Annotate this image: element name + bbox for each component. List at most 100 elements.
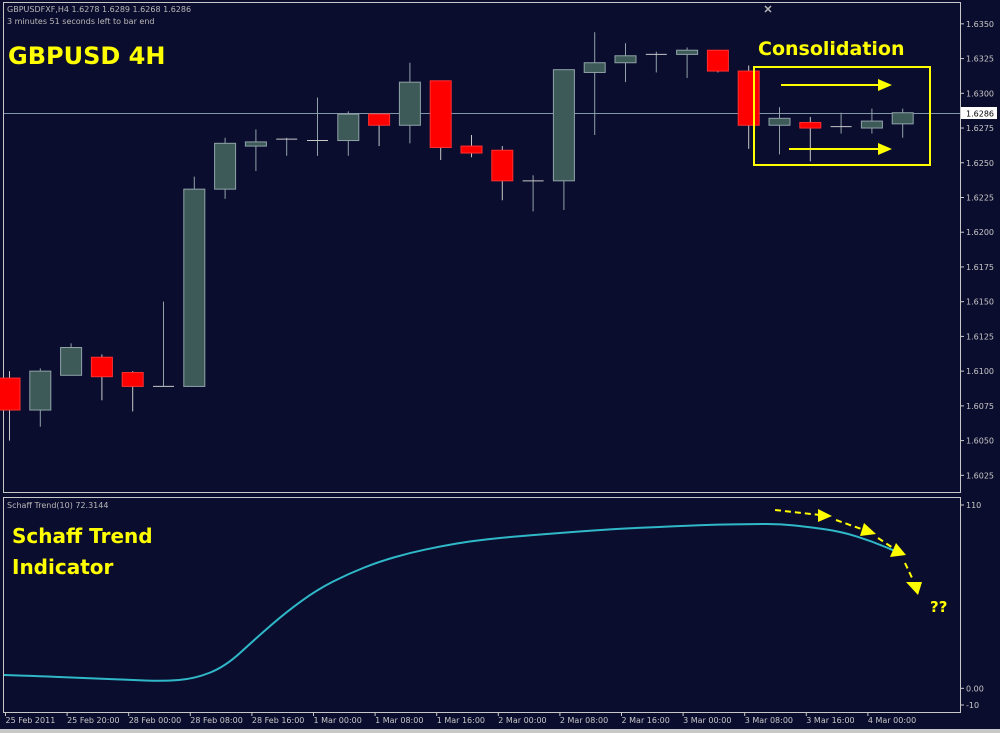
main-title-annotation: GBPUSD 4H <box>8 42 165 70</box>
close-icon[interactable] <box>762 3 774 15</box>
candle-body-bull <box>214 142 237 190</box>
candle <box>276 137 298 156</box>
candle-body-bear <box>706 49 729 72</box>
price-tick-label: 1.6275 <box>966 124 994 133</box>
indicator-pane-frame <box>3 497 961 713</box>
price-tick-label: 1.6200 <box>966 228 994 237</box>
indicator-tick-label: -10 <box>966 701 979 710</box>
time-axis: 25 Feb 2011 25 Feb 20:00 28 Feb 00:00 28 Fe… <box>5 712 916 725</box>
candle <box>860 108 883 134</box>
price-tick-label: 1.6350 <box>966 20 994 29</box>
time-tick-label: 2 Mar 16:00 <box>622 716 670 725</box>
candle <box>891 108 914 138</box>
trend-arrow-2 <box>835 519 876 536</box>
candle-body-bull <box>398 81 421 126</box>
candle-body-bear <box>121 372 144 387</box>
indicator-label-line1: Schaff Trend <box>12 524 153 548</box>
price-tick-label: 1.6325 <box>966 55 994 64</box>
candle-body-bear <box>737 70 760 126</box>
candle-body-bull <box>891 112 914 125</box>
candle-body-bull <box>183 188 206 387</box>
time-tick-label: 3 Mar 00:00 <box>683 716 731 725</box>
candle-body-bear <box>368 113 391 126</box>
candle-body-bull <box>244 141 267 147</box>
candle <box>768 107 791 155</box>
candle <box>60 343 83 376</box>
price-tick-label: 1.6150 <box>966 298 994 307</box>
candle <box>244 129 267 172</box>
time-tick-label: 3 Mar 16:00 <box>806 716 854 725</box>
question-marks: ?? <box>930 598 947 616</box>
time-tick-label: 3 Mar 08:00 <box>745 716 793 725</box>
time-tick-label: 28 Feb 00:00 <box>129 716 181 725</box>
candle <box>522 175 544 212</box>
candle <box>583 32 606 135</box>
time-tick-label: 2 Mar 08:00 <box>560 716 608 725</box>
time-tick-label: 25 Feb 2011 <box>6 716 56 725</box>
schaff-trend-line <box>3 522 904 682</box>
candle-body-bear <box>429 80 452 148</box>
candle <box>429 80 452 160</box>
candle <box>737 65 760 149</box>
candle <box>90 354 113 401</box>
time-tick-label: 28 Feb 16:00 <box>252 716 304 725</box>
indicator-header: Schaff Trend(10) 72.3144 <box>7 501 108 510</box>
indicator-tick-label: 110 <box>966 501 981 510</box>
time-tick-label: 2 Mar 00:00 <box>498 716 546 725</box>
time-tick-label: 1 Mar 08:00 <box>375 716 423 725</box>
candle <box>121 371 144 412</box>
time-tick-label: 1 Mar 00:00 <box>314 716 362 725</box>
candle-body-bear <box>491 149 514 182</box>
main-pane-frame <box>3 2 961 493</box>
price-tick-label: 1.6100 <box>966 367 994 376</box>
consolidation-arrow-top <box>781 79 892 91</box>
consolidation-label: Consolidation <box>758 38 905 60</box>
candle <box>214 137 237 199</box>
time-tick-label: 28 Feb 08:00 <box>190 716 242 725</box>
time-tick-label: 1 Mar 16:00 <box>437 716 485 725</box>
candle <box>398 62 421 144</box>
consolidation-arrow-bottom <box>789 143 892 155</box>
candle-body-bull <box>552 69 575 182</box>
candle-body-bull <box>60 347 83 376</box>
trend-arrow-4 <box>904 562 922 595</box>
price-tick-label: 1.6025 <box>966 471 994 480</box>
candle-body-bull <box>676 49 699 55</box>
time-tick-label: 25 Feb 20:00 <box>67 716 119 725</box>
candle-body-bull <box>29 370 52 411</box>
candle <box>368 113 391 147</box>
price-tick-label: 1.6050 <box>966 437 994 446</box>
candle-body-bull <box>614 55 637 64</box>
indicator-axis: 110 0.00 -10 <box>960 501 984 710</box>
current-price-marker <box>961 107 997 119</box>
candle-body-bull <box>768 117 791 126</box>
candle <box>0 371 21 441</box>
price-tick-label: 1.6125 <box>966 332 994 341</box>
symbol-header: GBPUSDFXF,H4 1.6278 1.6289 1.6268 1.6286 <box>7 5 191 14</box>
candle-body-bull <box>583 62 606 73</box>
candle <box>799 116 822 162</box>
candle <box>183 176 206 387</box>
candle <box>830 112 852 134</box>
indicator-label-line2: Indicator <box>12 555 114 579</box>
candle <box>676 47 699 79</box>
candle-body-bull <box>337 113 360 142</box>
price-tick-label: 1.6300 <box>966 89 994 98</box>
price-tick-label: 1.6175 <box>966 263 994 272</box>
candle-body-bear <box>799 121 822 129</box>
candle-body-bull <box>860 120 883 129</box>
candle <box>645 51 667 73</box>
candle <box>307 97 328 156</box>
candle <box>460 134 483 158</box>
candle-body-bear <box>90 356 113 378</box>
price-axis: 1.6350 1.6325 1.6300 1.6275 1.6250 1.6225 1.62… <box>960 20 994 480</box>
candle <box>614 43 637 83</box>
candlesticks <box>0 32 914 441</box>
candle <box>337 111 360 156</box>
consolidation-box <box>753 66 931 166</box>
candle <box>491 146 514 201</box>
candle <box>706 49 729 73</box>
candle-body-bear <box>0 377 21 411</box>
